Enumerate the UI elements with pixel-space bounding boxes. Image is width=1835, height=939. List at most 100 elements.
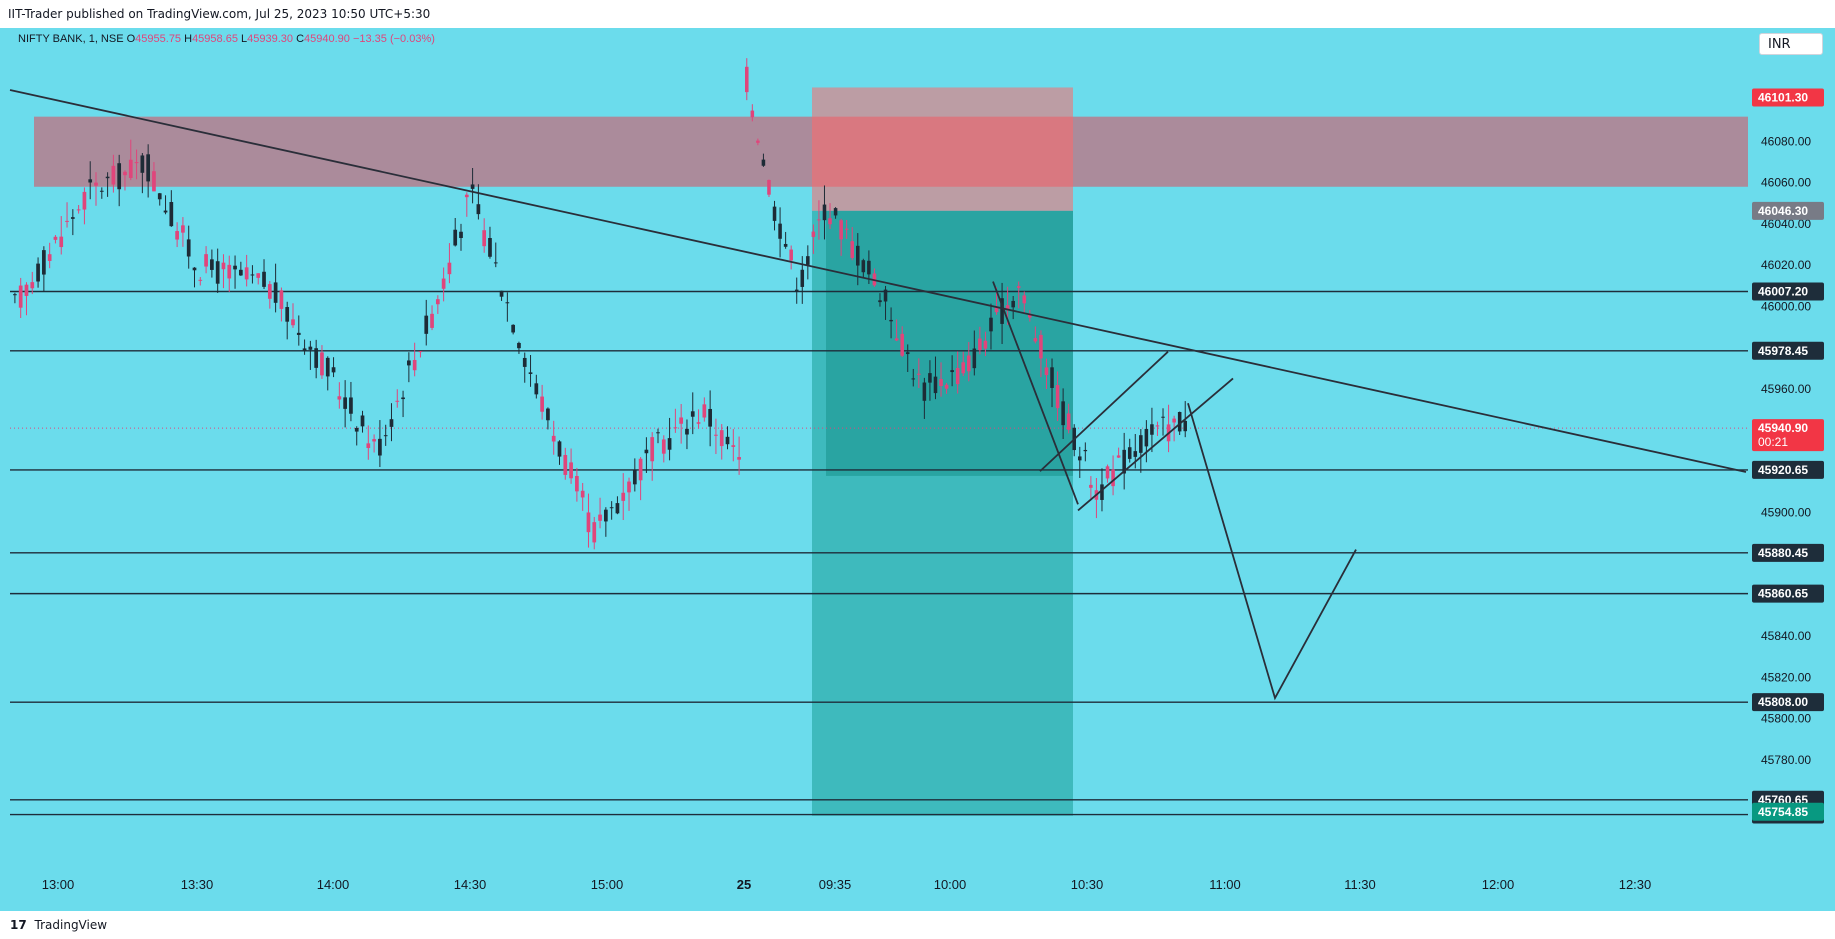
candle-body: [638, 458, 643, 481]
legend-part: C: [296, 33, 304, 45]
candle-body: [719, 430, 724, 447]
candle-body: [337, 396, 342, 400]
channel-upper-line: [1039, 351, 1169, 472]
candle-body: [528, 372, 533, 374]
legend-part: −13.35 (−0.03%): [353, 33, 435, 45]
candle-body: [146, 154, 151, 182]
publish-info: IIT-Trader published on TradingView.com,…: [8, 7, 431, 21]
tradingview-footer: 17 TradingView: [0, 911, 1835, 939]
candle-body: [511, 324, 516, 333]
candle-body: [476, 204, 481, 215]
candle-body: [94, 182, 98, 186]
candle-body: [811, 231, 816, 237]
candle-body: [1122, 449, 1126, 474]
legend-part: H: [184, 33, 192, 45]
level-price-label-bg: [1752, 282, 1824, 301]
candle-body: [644, 449, 649, 454]
price-tick-label: 45800.00: [1761, 712, 1811, 726]
time-tick-label: 25: [737, 877, 751, 892]
price-tick-label: 46000.00: [1761, 299, 1811, 313]
candle-body: [1183, 420, 1188, 432]
candle-body: [844, 228, 849, 230]
candle-body: [30, 282, 35, 289]
candle-body: [279, 290, 284, 309]
candle-body: [1133, 451, 1138, 457]
candle-body: [412, 359, 417, 371]
price-tick-label: 46080.00: [1761, 134, 1811, 148]
level-price-label: 45978.45: [1758, 344, 1808, 358]
candle-body: [88, 179, 93, 183]
stop-loss-zone: [812, 87, 1073, 211]
price-chart[interactable]: NIFTY BANK, 1, NSE O45955.75 H45958.65 L…: [0, 28, 1835, 911]
candle-body: [557, 441, 562, 457]
level-price-label-bg: [1752, 460, 1824, 479]
price-tick-label: 46020.00: [1761, 258, 1811, 272]
candle-body: [961, 362, 966, 374]
candle-body: [105, 176, 110, 179]
candle-body: [989, 317, 993, 332]
candle-body: [867, 260, 871, 275]
time-tick-label: 13:30: [181, 877, 214, 892]
candle-body: [794, 289, 799, 292]
level-price-label: 45920.65: [1758, 463, 1808, 477]
currency-button[interactable]: INR: [1759, 33, 1823, 55]
candle-body: [1011, 300, 1015, 308]
legend-part: 45940.90: [304, 33, 353, 45]
candle-body: [1039, 334, 1043, 359]
candle-body: [783, 243, 788, 247]
candle-body: [767, 179, 771, 195]
candle-body: [36, 263, 40, 282]
legend-part: 45939.30: [247, 33, 296, 45]
candle-body: [238, 269, 243, 276]
candle-body: [690, 411, 695, 417]
candle-body: [1005, 305, 1010, 311]
candle-body: [685, 428, 689, 435]
candle-body: [627, 481, 631, 493]
candle-body: [482, 230, 487, 247]
last-price-label-bg: [1752, 419, 1824, 452]
zone-price-label: 46101.30: [1758, 90, 1808, 104]
candle-body: [493, 262, 498, 264]
level-price-label-bg: [1752, 693, 1824, 712]
candle-body: [580, 490, 585, 498]
candle-body: [922, 382, 927, 401]
candle-body: [285, 307, 290, 322]
candle-body: [761, 159, 766, 166]
candle-body: [1028, 313, 1032, 318]
candle-body: [360, 415, 365, 427]
level-price-label-bg: [1752, 341, 1824, 360]
candle-body: [453, 229, 458, 246]
candle-body: [13, 294, 17, 296]
candle-body: [308, 346, 313, 350]
candle-body: [656, 432, 660, 434]
time-tick-label: 10:00: [934, 877, 967, 892]
candle-body: [447, 262, 452, 275]
candle-body: [778, 223, 782, 239]
legend-part: 45955.75: [135, 33, 184, 45]
candle-body: [430, 313, 434, 328]
time-tick-label: 14:30: [454, 877, 487, 892]
candle-body: [111, 165, 116, 185]
candle-body: [215, 261, 220, 284]
candle-body: [163, 210, 168, 213]
candle-body: [175, 231, 179, 240]
legend-part: 45958.65: [192, 33, 241, 45]
candle-body: [944, 384, 949, 389]
candle-body: [900, 333, 904, 356]
candle-body: [517, 342, 521, 349]
time-tick-label: 11:30: [1344, 877, 1376, 892]
candle-body: [273, 282, 278, 303]
candle-body: [855, 245, 860, 266]
time-tick-label: 12:30: [1619, 877, 1652, 892]
candle-body: [296, 332, 301, 335]
candle-body: [744, 66, 749, 93]
level-price-label: 46007.20: [1758, 284, 1808, 298]
candle-body: [210, 259, 214, 270]
candle-body: [221, 262, 226, 270]
tradingview-brand: TradingView: [34, 918, 108, 932]
filled-trade-zone: [826, 210, 1073, 476]
price-tick-label: 46040.00: [1761, 217, 1811, 231]
time-tick-label: 09:35: [819, 877, 852, 892]
candle-body: [1155, 425, 1160, 427]
candle-body: [76, 209, 81, 211]
